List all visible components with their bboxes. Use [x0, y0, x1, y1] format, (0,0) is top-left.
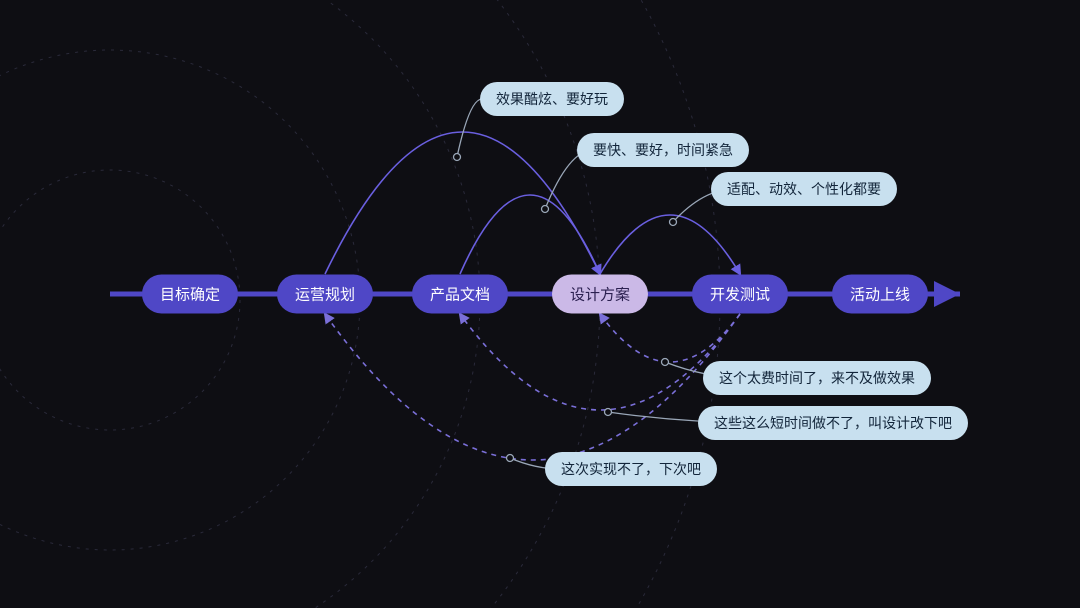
- annotation-bubble-b3: 适配、动效、个性化都要: [711, 172, 897, 206]
- process-node-n5: 开发测试: [692, 275, 788, 314]
- bubble-anchor-dot: [542, 206, 549, 213]
- annotation-bubble-b6: 这次实现不了，下次吧: [545, 452, 717, 486]
- process-node-n6: 活动上线: [832, 275, 928, 314]
- annotation-bubble-b2: 要快、要好，时间紧急: [577, 133, 749, 167]
- process-node-n4: 设计方案: [552, 275, 648, 314]
- bubble-leader: [457, 99, 482, 157]
- feedback-arc: [460, 314, 740, 410]
- bubble-anchor-dot: [662, 359, 669, 366]
- forward-arc: [460, 195, 600, 274]
- deco-circle: [0, 0, 480, 608]
- process-node-n1: 目标确定: [142, 275, 238, 314]
- feedback-arc: [325, 314, 740, 460]
- bubble-anchor-dot: [605, 409, 612, 416]
- annotation-bubble-b4: 这个太费时间了，来不及做效果: [703, 361, 931, 395]
- annotation-bubble-b5: 这些这么短时间做不了，叫设计改下吧: [698, 406, 968, 440]
- diagram-stage: 目标确定运营规划产品文档 设计方案 开发测试 活动上线 效果酷炫、要好玩要快、要好，时间…: [0, 0, 1080, 608]
- bubble-anchor-dot: [670, 219, 677, 226]
- bubble-anchor-dot: [507, 455, 514, 462]
- process-node-n2: 运营规划: [277, 275, 373, 314]
- process-node-n3: 产品文档: [412, 275, 508, 314]
- bubble-anchor-dot: [454, 154, 461, 161]
- axis-arrowhead: [934, 281, 960, 307]
- annotation-bubble-b1: 效果酷炫、要好玩: [480, 82, 624, 116]
- forward-arc: [325, 132, 600, 274]
- feedback-arc: [600, 314, 740, 362]
